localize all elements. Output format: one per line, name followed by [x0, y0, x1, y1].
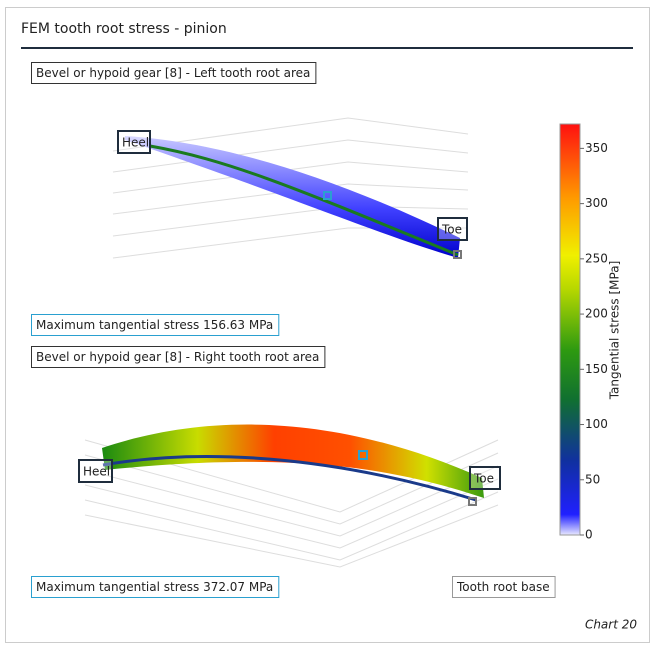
end-label: Heel: [122, 136, 149, 150]
end-label: Toe: [441, 223, 462, 237]
marker: [358, 450, 368, 460]
max-label-box: [31, 576, 280, 598]
colorbar-tick-label: 200: [585, 307, 608, 321]
end-label: Toe: [473, 472, 494, 486]
colorbar-tick-label: 300: [585, 196, 608, 210]
marker: [323, 191, 332, 200]
colorbar-title: Tangential stress [MPa]: [608, 261, 622, 401]
legend-button-box[interactable]: [452, 576, 556, 598]
end-label-box: [469, 466, 501, 490]
end-label: Heel: [83, 465, 110, 479]
surface-edge: [149, 144, 459, 257]
max-label: Maximum tangential stress 156.63 MPa: [36, 318, 273, 332]
end-label-box: [78, 459, 113, 483]
colorbar-tick-label: 350: [585, 141, 608, 155]
max-label-box: [31, 314, 280, 336]
surface-edge: [102, 455, 477, 502]
colorbar-tick-label: 100: [585, 417, 608, 431]
end-label-box: [117, 130, 151, 154]
end-label-box: [437, 217, 468, 241]
footer: Chart 20: [585, 618, 637, 632]
legend-button[interactable]: Tooth root base: [456, 580, 550, 594]
colorbar-tick-label: 50: [585, 472, 600, 486]
marker: [453, 250, 462, 259]
colorbar: [559, 123, 581, 536]
panel-label: Bevel or hypoid gear [8] - Left tooth ro…: [36, 66, 310, 80]
max-label: Maximum tangential stress 372.07 MPa: [36, 580, 273, 594]
marker: [468, 497, 477, 506]
colorbar-tick-label: 0: [585, 528, 593, 542]
title: FEM tooth root stress - pinion: [21, 21, 227, 37]
panel-label: Bevel or hypoid gear [8] - Right tooth r…: [36, 350, 319, 364]
surface: [125, 136, 460, 258]
panel-label-box: [31, 62, 317, 84]
colorbar-tick-label: 150: [585, 362, 608, 376]
panel-label-box: [31, 346, 326, 368]
colorbar-tick-label: 250: [585, 251, 608, 265]
